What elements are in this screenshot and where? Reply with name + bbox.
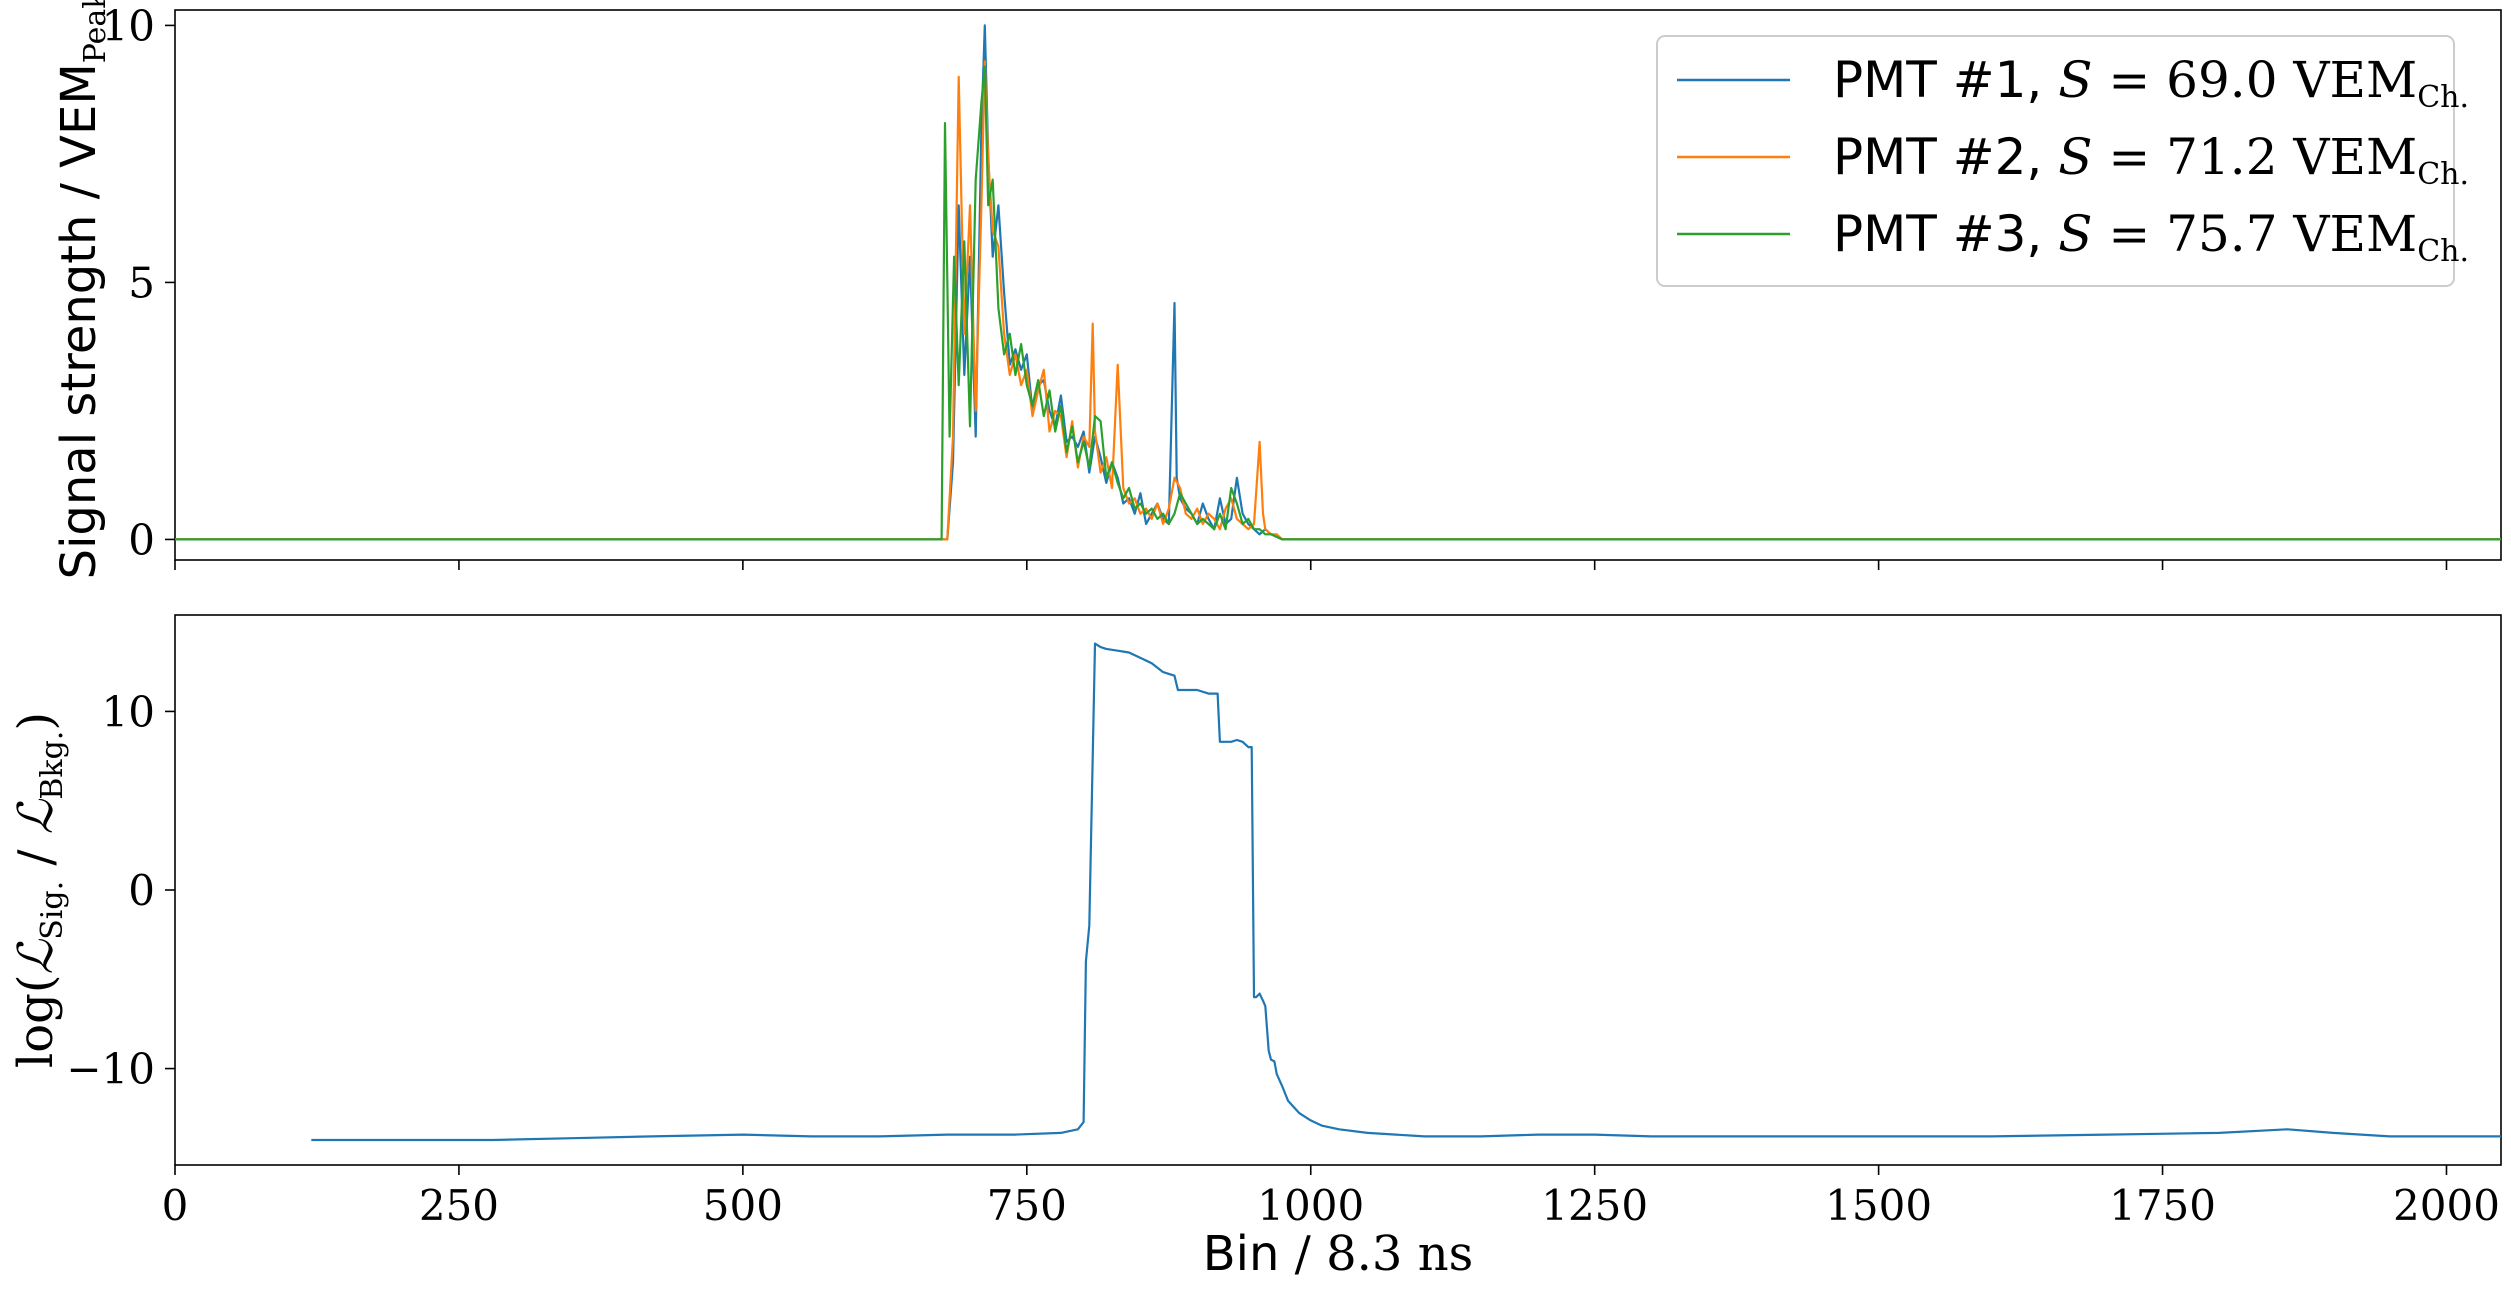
legend-label-var-3: S <box>2058 205 2092 263</box>
x-tick-label-1: 250 <box>419 1181 499 1230</box>
legend: PMT #1, S = 69.0 VEMCh.PMT #2, S = 71.2 … <box>1656 35 2469 287</box>
bottom-y-label-close: ) <box>8 712 64 731</box>
bottom-y-label-sub1: Sig. <box>35 881 70 940</box>
bottom-y-label-l1: ℒ <box>8 938 64 974</box>
top-y-tick-label-2: 10 <box>102 1 155 50</box>
top-panel: 0 5 10 Signal strength / VEMPeak PMT #1, S… <box>51 0 2502 579</box>
x-tick-label-7: 1750 <box>2109 1181 2216 1230</box>
top-y-tick-label-1: 5 <box>128 258 155 307</box>
legend-label-eq-3: = 75.7 VEM <box>2093 205 2418 263</box>
bottom-y-label-sep: / <box>8 834 64 881</box>
top-axes-frame <box>174 9 2502 561</box>
legend-label-pmt-2: PMT #2, <box>1833 128 2058 186</box>
bottom-y-tick-label-0: −10 <box>66 1045 155 1094</box>
x-tick-label-5: 1250 <box>1541 1181 1648 1230</box>
legend-label-var-2: S <box>2058 128 2092 186</box>
bottom-series-group <box>311 642 2501 1142</box>
legend-label-sub-3: Ch. <box>2417 234 2469 269</box>
top-y-tick-label-0: 0 <box>128 515 155 564</box>
legend-entries: PMT #1, S = 69.0 VEMCh.PMT #2, S = 71.2 … <box>1677 51 2469 269</box>
top-series-line-2 <box>175 60 2501 541</box>
x-tick-label-6: 1500 <box>1825 1181 1932 1230</box>
legend-frame <box>1656 35 2455 287</box>
x-tick-label-8: 2000 <box>2393 1181 2500 1230</box>
legend-label-2: PMT #2, S = 71.2 VEMCh. <box>1833 128 2469 192</box>
bottom-y-label-sub2: Bkg. <box>35 731 70 800</box>
legend-label-sub-2: Ch. <box>2417 157 2469 192</box>
bottom-axes-frame <box>174 614 2502 1166</box>
legend-label-eq-1: = 69.0 VEM <box>2093 51 2418 109</box>
top-y-axis-label: Signal strength / VEMPeak <box>51 0 113 579</box>
x-tick-label-2: 500 <box>703 1181 783 1230</box>
legend-label-sub-1: Ch. <box>2417 80 2469 115</box>
x-axis-label-word: Bin <box>1203 1226 1280 1282</box>
legend-label-pmt-1: PMT #1, <box>1833 51 2058 109</box>
bottom-y-tick-label-2: 10 <box>102 687 155 736</box>
bottom-y-axis-label: log(ℒSig. / ℒBkg.) <box>8 712 70 1068</box>
top-ticks-group: 0 5 10 <box>102 1 2448 570</box>
top-y-axis-label-sub: Peak <box>78 0 113 63</box>
legend-label-eq-2: = 71.2 VEM <box>2093 128 2418 186</box>
top-series-group <box>175 24 2501 541</box>
x-tick-label-4: 1000 <box>1257 1181 1364 1230</box>
legend-label-1: PMT #1, S = 69.0 VEMCh. <box>1833 51 2469 115</box>
legend-label-3: PMT #3, S = 75.7 VEMCh. <box>1833 205 2469 269</box>
bottom-panel: 0 250 500 750 1000 1250 1500 1750 2000 −10 0 10 log… <box>8 614 2502 1282</box>
top-y-axis-label-main: Signal strength / VEM <box>51 63 107 579</box>
x-axis-label: Bin / 8.3 ns <box>1203 1226 1474 1282</box>
bottom-series-line-1 <box>311 642 2501 1142</box>
x-axis-label-unit: / 8.3 ns <box>1279 1226 1473 1282</box>
bottom-ticks-group: 0 250 500 750 1000 1250 1500 1750 2000 −10 0 10 <box>66 687 2500 1230</box>
bottom-y-tick-label-1: 0 <box>128 866 155 915</box>
bottom-y-label-fn: log( <box>8 974 64 1068</box>
x-tick-label-3: 750 <box>987 1181 1067 1230</box>
legend-label-pmt-3: PMT #3, <box>1833 205 2058 263</box>
bottom-y-label-l2: ℒ <box>8 798 64 834</box>
top-series-line-3 <box>175 65 2501 541</box>
x-tick-label-0: 0 <box>162 1181 189 1230</box>
legend-label-var-1: S <box>2058 51 2092 109</box>
